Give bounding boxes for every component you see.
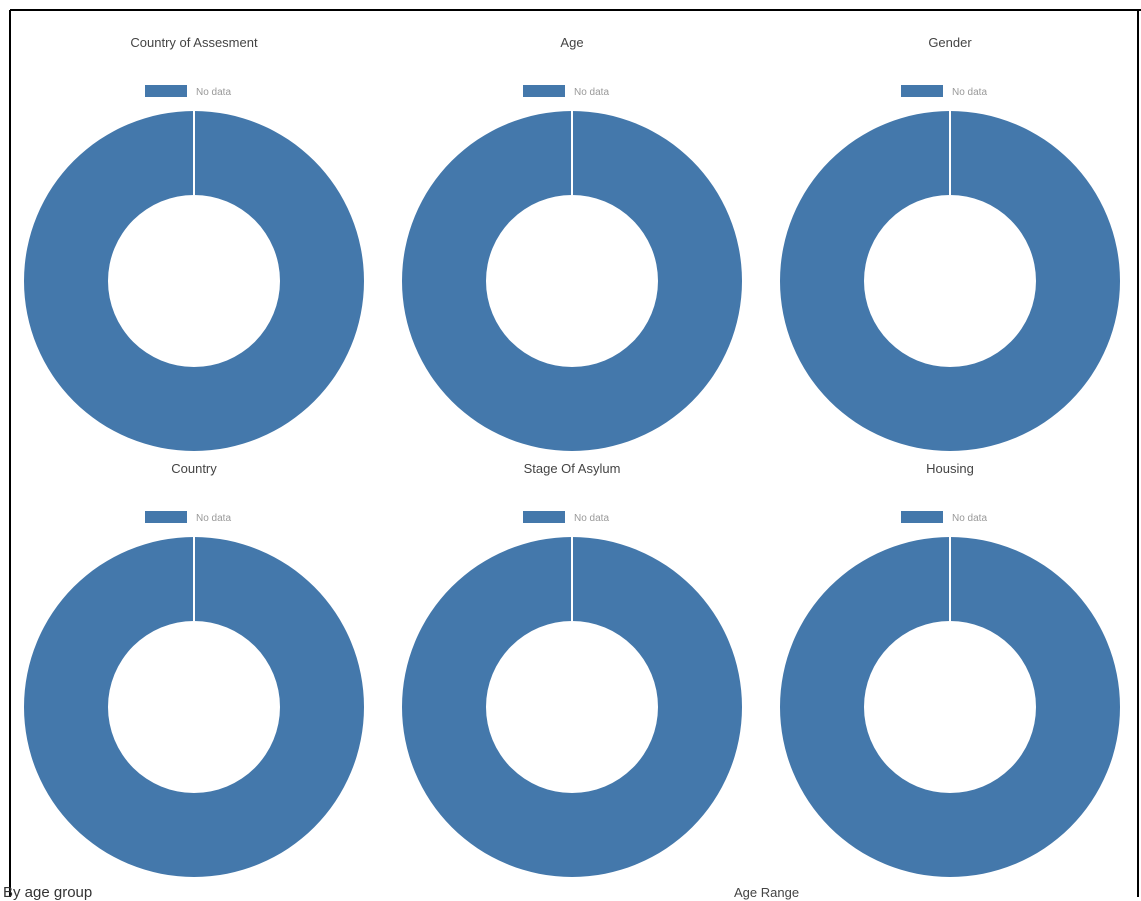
footer-right-label: Age Range [734,885,800,900]
chart-age: Age No data [402,35,742,451]
chart-stage-of-asylum: Stage Of Asylum No data [402,461,742,877]
legend-label[interactable]: No data [952,513,987,524]
slice-no-data[interactable] [24,537,364,877]
chart-country-of-assesment: Country of Assesment No data [24,35,364,451]
legend-label[interactable]: No data [196,87,231,98]
legend-label[interactable]: No data [574,87,609,98]
legend-swatch[interactable] [523,511,565,523]
slice-no-data[interactable] [780,111,1120,451]
slice-no-data[interactable] [402,537,742,877]
legend-label[interactable]: No data [952,87,987,98]
chart-country: Country No data [24,461,364,877]
legend-swatch[interactable] [145,511,187,523]
chart-title: Age [560,35,583,50]
chart-title: Gender [928,35,972,50]
chart-title: Housing [926,461,974,476]
slice-no-data[interactable] [24,111,364,451]
legend-label[interactable]: No data [196,513,231,524]
chart-title: Stage Of Asylum [524,461,621,476]
slice-no-data[interactable] [780,537,1120,877]
legend-swatch[interactable] [523,85,565,97]
legend-swatch[interactable] [145,85,187,97]
slice-no-data[interactable] [402,111,742,451]
chart-title: Country [171,461,217,476]
chart-gender: Gender No data [780,35,1120,451]
chart-title: Country of Assesment [130,35,258,50]
legend-swatch[interactable] [901,85,943,97]
chart-housing: Housing No data [780,461,1120,877]
footer-left-label: By age group [3,884,93,901]
legend-label[interactable]: No data [574,513,609,524]
legend-swatch[interactable] [901,511,943,523]
